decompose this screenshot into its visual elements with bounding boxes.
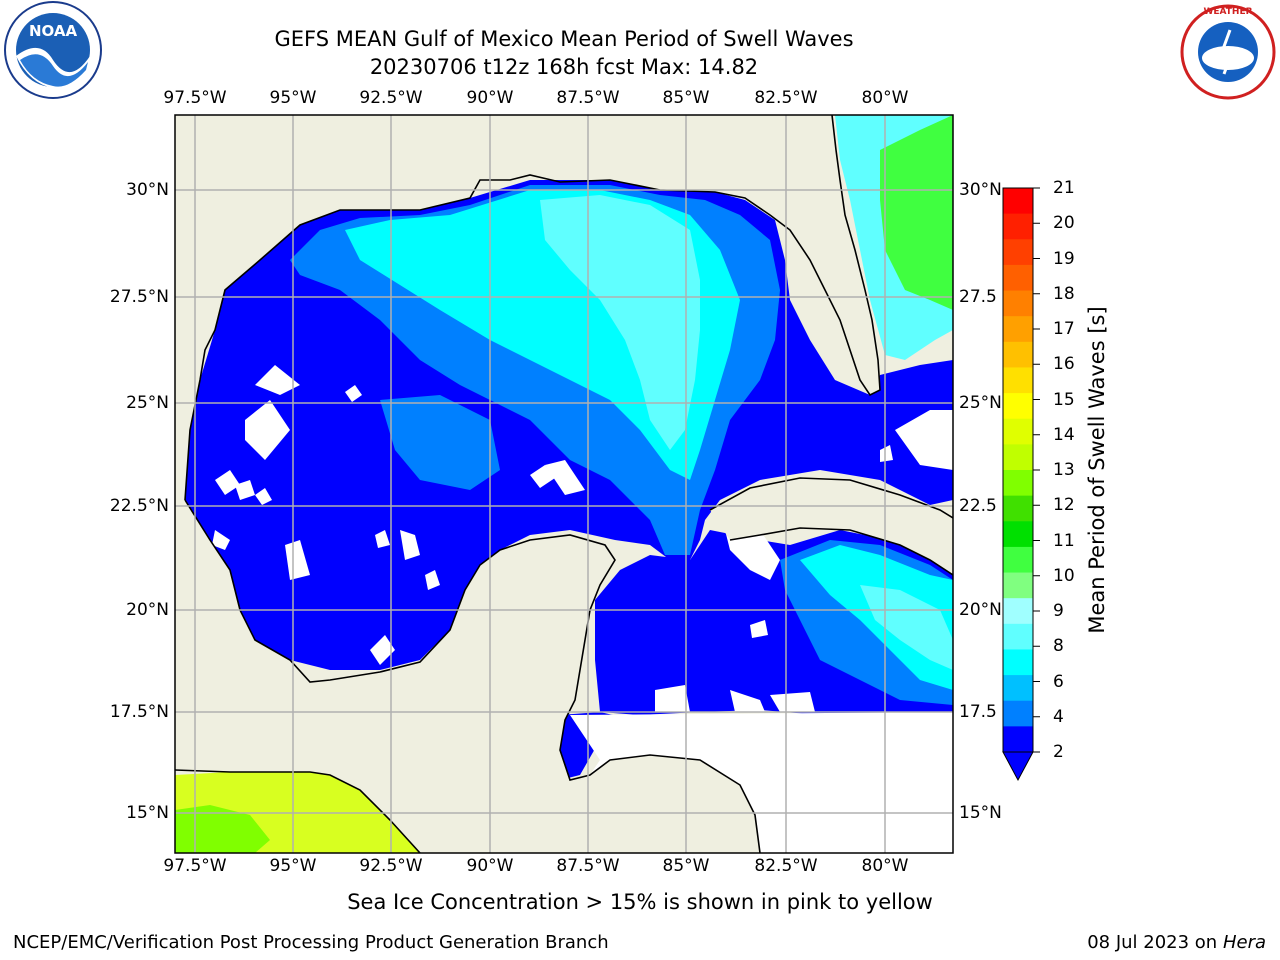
colorbar-tick-label: 4 — [1053, 706, 1064, 727]
sea-ice-note-text: Sea Ice Concentration > 15% is shown in … — [347, 890, 933, 914]
lat-label-right: 20°N — [959, 600, 1002, 620]
lon-label-bottom: 97.5°W — [163, 856, 227, 876]
lon-label-top: 80°W — [861, 88, 909, 108]
lon-label-bottom: 82.5°W — [754, 856, 818, 876]
colorbar-tick-label: 15 — [1053, 389, 1075, 410]
sea-ice-green — [175, 805, 270, 853]
colorbar-tick-label: 10 — [1053, 565, 1075, 586]
colorbar-segment — [1003, 546, 1033, 574]
date-text: 08 Jul 2023 on — [1087, 932, 1223, 953]
colorbar-tick-label: 9 — [1053, 601, 1064, 621]
colorbar-tick-label: 2 — [1053, 742, 1064, 762]
colorbar-label: Mean Period of Swell Waves [s] — [1085, 306, 1109, 634]
colorbar-tick-label: 11 — [1053, 530, 1075, 551]
colorbar — [1003, 187, 1040, 753]
credit-text: NCEP/EMC/Verification Post Processing Pr… — [13, 932, 609, 953]
colorbar-extend-arrow — [1002, 751, 1034, 782]
gridlines — [175, 115, 953, 853]
colorbar-segment — [1003, 598, 1033, 625]
lon-label-bottom: 80°W — [861, 856, 909, 876]
colorbar-segment — [1003, 572, 1033, 599]
colorbar-segment — [1003, 239, 1033, 266]
colorbar-tick-label: 12 — [1053, 495, 1075, 516]
lat-label-left: 25°N — [126, 393, 169, 413]
colorbar-segment — [1003, 649, 1033, 676]
lon-label-top: 97.5°W — [163, 88, 227, 108]
map-title-line1: GEFS MEAN Gulf of Mexico Mean Period of … — [274, 27, 854, 51]
colorbar-segment — [1003, 213, 1033, 240]
colorbar-segment — [1003, 623, 1033, 650]
colorbar-segment — [1003, 675, 1033, 702]
colorbar-segment — [1003, 700, 1033, 727]
colorbar-tick-label: 20 — [1053, 213, 1075, 234]
colorbar-segment — [1003, 341, 1033, 368]
lon-label-top: 85°W — [662, 88, 710, 108]
colorbar-segment — [1003, 495, 1033, 522]
colorbar-segment — [1003, 470, 1033, 497]
colorbar-tick-label: 21 — [1053, 178, 1075, 198]
noaa-logo: NOAA — [4, 1, 102, 99]
lon-label-bottom: 87.5°W — [556, 856, 620, 876]
coastlines — [175, 115, 953, 853]
lat-label-left: 22.5°N — [109, 496, 169, 516]
colorbar-segment — [1003, 444, 1033, 471]
colorbar-tick-label: 8 — [1053, 636, 1064, 657]
lon-label-top: 92.5°W — [359, 88, 423, 108]
swell-plume-higher — [540, 195, 700, 450]
colorbar-segment — [1003, 188, 1033, 215]
lat-label-right: 25°N — [959, 393, 1002, 413]
lon-label-bottom: 85°W — [662, 856, 710, 876]
lat-label-right: 22.5 — [959, 496, 997, 516]
florida-land — [715, 115, 953, 395]
sea-ice-note: Sea Ice Concentration > 15% is shown in … — [0, 890, 1280, 914]
lat-label-left: 27.5°N — [109, 287, 169, 307]
colorbar-segment — [1003, 316, 1033, 343]
colorbar-segment — [1003, 290, 1033, 317]
colorbar-segment — [1003, 264, 1033, 292]
colorbar-segment — [1003, 367, 1033, 394]
colorbar-segment — [1003, 726, 1033, 753]
lon-label-top: 82.5°W — [754, 88, 818, 108]
lat-label-left: 15°N — [126, 803, 169, 823]
lat-label-right: 15°N — [959, 803, 1002, 823]
nws-logo: WEATHER — [1180, 4, 1276, 100]
date-stamp: 08 Jul 2023 on Hera — [1087, 932, 1266, 953]
svg-text:NOAA: NOAA — [29, 22, 78, 40]
map-frame — [174, 114, 954, 854]
lat-label-left: 20°N — [126, 600, 169, 620]
lat-label-left: 17.5°N — [109, 702, 169, 722]
lat-label-right: 30°N — [959, 180, 1002, 200]
lat-label-right: 17.5 — [959, 702, 997, 722]
colorbar-tick-label: 18 — [1053, 283, 1075, 304]
host-name: Hera — [1222, 932, 1266, 953]
colorbar-tick-label: 13 — [1053, 460, 1075, 480]
colorbar-tick-label: 17 — [1053, 319, 1075, 339]
colorbar-tick-label: 16 — [1053, 354, 1075, 375]
lon-label-top: 90°W — [466, 88, 514, 108]
colorbar-segment — [1003, 393, 1033, 420]
colorbar-tick-label: 19 — [1053, 248, 1075, 269]
lon-label-top: 95°W — [269, 88, 317, 108]
lon-label-bottom: 92.5°W — [359, 856, 423, 876]
colorbar-segment — [1003, 521, 1033, 548]
lon-label-bottom: 95°W — [269, 856, 317, 876]
swell-patch-mid — [380, 395, 500, 490]
lat-label-left: 30°N — [126, 180, 169, 200]
colorbar-tick-label: 6 — [1053, 671, 1064, 692]
colorbar-segment — [1003, 418, 1033, 445]
lat-label-right: 27.5 — [959, 287, 997, 307]
lon-label-top: 87.5°W — [556, 88, 620, 108]
atlantic-green — [880, 115, 953, 310]
map-title-line2: 20230706 t12z 168h fcst Max: 14.82 — [369, 55, 759, 79]
caribbean-higher — [860, 585, 953, 670]
colorbar-tick-label: 14 — [1053, 424, 1075, 445]
svg-text:WEATHER: WEATHER — [1203, 7, 1252, 17]
lon-label-bottom: 90°W — [466, 856, 514, 876]
cuba-land — [710, 478, 953, 575]
